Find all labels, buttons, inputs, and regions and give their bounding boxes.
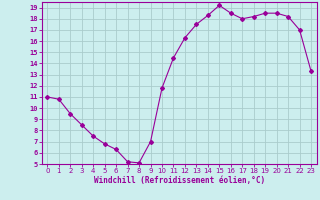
X-axis label: Windchill (Refroidissement éolien,°C): Windchill (Refroidissement éolien,°C) (94, 176, 265, 185)
